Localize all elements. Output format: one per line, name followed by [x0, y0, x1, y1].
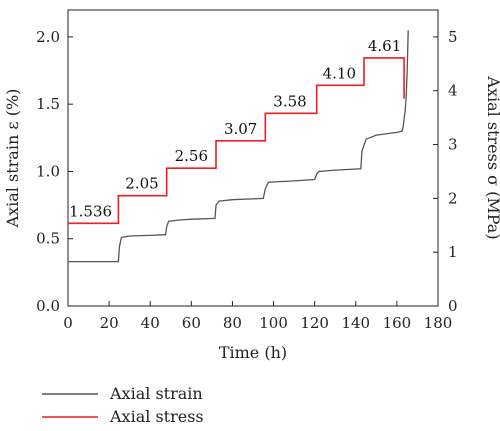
x-tick-label: 160: [383, 314, 412, 332]
stress-stage-label: 3.07: [224, 120, 257, 138]
series-line-axial-stress: [68, 57, 405, 225]
y-left-axis-title: Axial strain ε (%): [3, 89, 22, 229]
x-tick-label: 60: [182, 314, 201, 332]
x-tick-label: 100: [259, 314, 288, 332]
stage-label-layer: 1.536 2.05 2.56 3.07 3.58 4.10 4.61: [69, 37, 401, 220]
y-left-tick-label: 1.5: [36, 95, 60, 113]
x-axis-title: Time (h): [219, 343, 287, 362]
plot-frame: [67, 9, 439, 307]
stress-stage-label: 4.61: [368, 37, 401, 55]
legend-label-axial-strain: Axial strain: [109, 384, 203, 403]
tick-layer: 0 20 40 60 80 100 120 140 160 180 0.0 0.5 1.0 1.5 2.0 0…: [36, 28, 457, 332]
y-right-tick-label: 4: [448, 82, 458, 100]
x-tick-label: 180: [424, 314, 453, 332]
stress-stage-label: 2.56: [175, 147, 208, 165]
y-right-tick-label: 2: [448, 189, 458, 207]
x-tick-label: 40: [141, 314, 160, 332]
legend-label-axial-stress: Axial stress: [109, 407, 204, 426]
series-layer: [68, 30, 409, 263]
y-left-tick-label: 2.0: [36, 28, 60, 46]
legend: Axial strain Axial stress: [42, 384, 204, 426]
x-tick-label: 120: [300, 314, 329, 332]
y-right-tick-label: 3: [448, 136, 458, 154]
x-tick-label: 0: [63, 314, 73, 332]
x-tick-label: 140: [341, 314, 370, 332]
x-tick-label: 80: [223, 314, 242, 332]
plot-border: [67, 9, 439, 307]
series-line-axial-strain: [68, 30, 409, 263]
y-left-tick-label: 0.5: [36, 230, 60, 248]
stress-stage-label: 2.05: [125, 175, 158, 193]
y-right-tick-label: 5: [448, 28, 458, 46]
y-right-axis-title: Axial stress σ (MPa): [484, 75, 500, 239]
x-tick-label: 20: [100, 314, 119, 332]
stress-stage-label: 3.58: [273, 92, 306, 110]
stress-stage-label: 1.536: [69, 202, 112, 220]
y-left-tick-label: 1.0: [36, 162, 60, 180]
stress-stage-label: 4.10: [323, 64, 356, 82]
y-right-tick-label: 1: [448, 243, 458, 261]
y-right-tick-label: 0: [448, 297, 458, 315]
y-left-tick-label: 0.0: [36, 297, 60, 315]
